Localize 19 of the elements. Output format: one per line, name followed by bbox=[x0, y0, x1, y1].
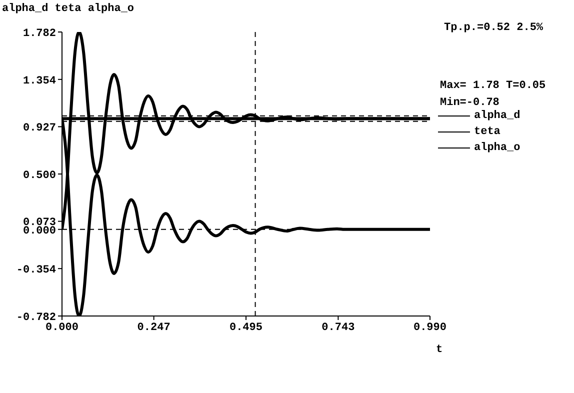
y-tick-label: 0.927 bbox=[22, 122, 56, 135]
text: Tp.p.=0.52 2.5% bbox=[444, 22, 544, 34]
legend-label: teta bbox=[474, 126, 500, 138]
y-tick-label: 1.782 bbox=[22, 28, 56, 40]
y-tick-label: -0.354 bbox=[16, 264, 56, 276]
x-tick-label: 0.247 bbox=[137, 322, 170, 334]
x-tick-label: 0.990 bbox=[413, 322, 447, 334]
text: Max= 1.78 T=0.05 bbox=[440, 80, 546, 92]
x-tick-label: 0.495 bbox=[229, 322, 263, 334]
y-tick-label: -0.782 bbox=[16, 312, 56, 324]
y-tick-label: 0.500 bbox=[22, 170, 56, 182]
legend-label: alpha_d bbox=[474, 110, 520, 122]
x-axis-title: t bbox=[436, 344, 443, 356]
y-tick-label: 1.354 bbox=[22, 75, 56, 88]
chart-title: alpha_d teta alpha_o bbox=[2, 3, 134, 15]
x-tick-label: 0.000 bbox=[45, 322, 79, 334]
legend-label: alpha_o bbox=[474, 142, 520, 154]
x-tick-label: 0.743 bbox=[322, 322, 356, 334]
text: Min=-0.78 bbox=[440, 97, 500, 109]
